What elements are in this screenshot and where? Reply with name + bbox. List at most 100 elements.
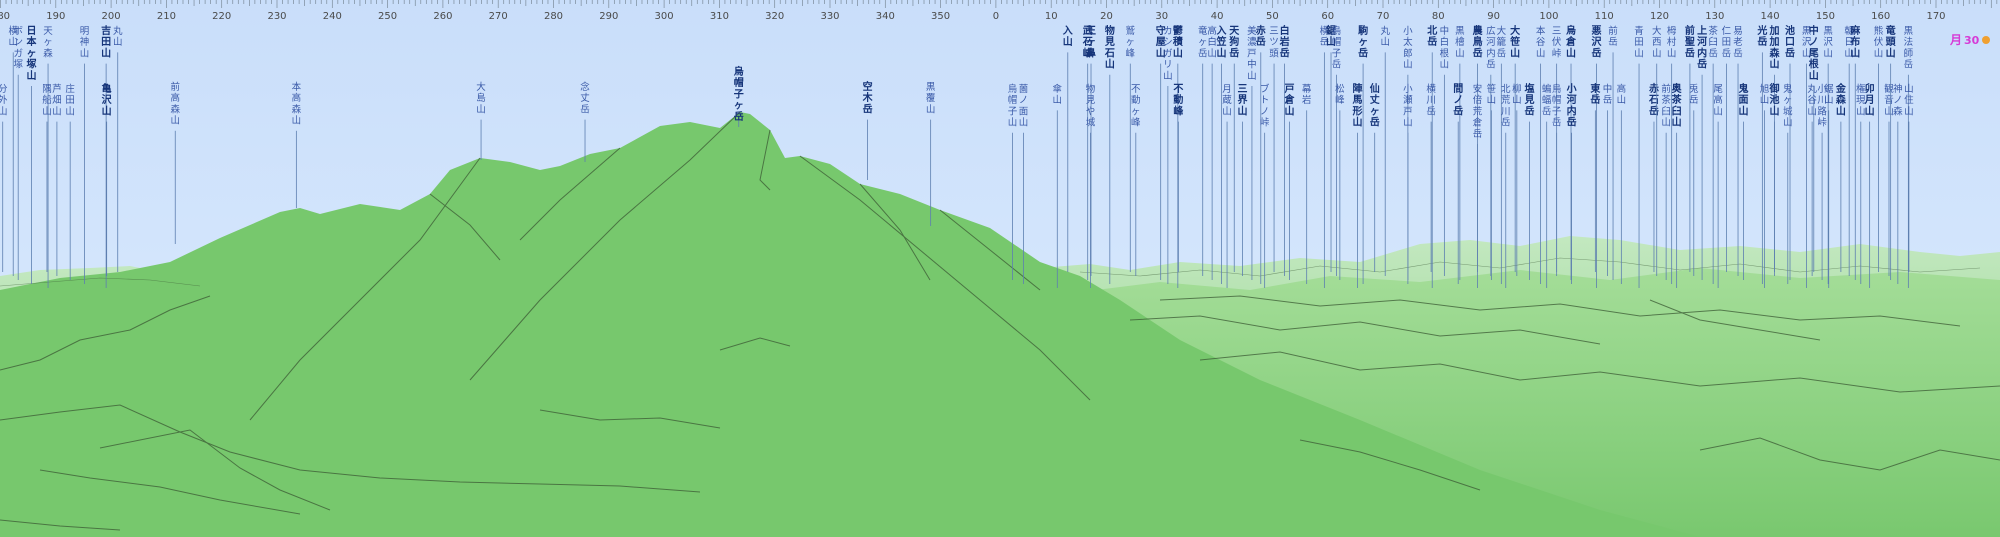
peak-label[interactable]: カシガリ山 (1163, 26, 1173, 284)
peak-label[interactable]: 間ノ岳 (1453, 83, 1463, 284)
peak-label[interactable]: 蝙蝠岳 (1542, 83, 1552, 288)
peak-label[interactable]: 横川岳 (1426, 83, 1436, 272)
peak-label[interactable]: 前聖岳 (1685, 24, 1695, 272)
peak-label[interactable]: 丸山 (1380, 25, 1390, 276)
peak-label[interactable]: 薗ノ面山 (1019, 83, 1029, 284)
peak-label[interactable]: 観音山 (1884, 83, 1894, 276)
peak-label[interactable]: 麻布山 (1849, 24, 1861, 280)
peak-label[interactable]: 権現山 (1856, 83, 1866, 284)
peak-label[interactable]: 広河内岳 (1486, 25, 1496, 276)
peak-label[interactable]: 竜ヶ岳 (1198, 25, 1208, 276)
peak-label[interactable]: 烏帽子岳 (1332, 25, 1342, 276)
peak-label[interactable]: 黒法師岳 (1904, 26, 1914, 288)
peak-label[interactable]: 鋸山 (1824, 83, 1834, 288)
peak-label[interactable]: 空木岳 (862, 80, 874, 180)
peak-label[interactable]: 傘山 (1053, 83, 1063, 288)
peak-label[interactable]: 兎岳 (1689, 84, 1699, 276)
peak-label[interactable]: 赤岳 (1256, 24, 1266, 284)
peak-label[interactable]: 三界山 (1238, 83, 1248, 276)
peak-label[interactable]: 駒ヶ岳 (1357, 24, 1368, 284)
peak-label[interactable]: 大籠岳 (1497, 25, 1507, 284)
peak-label[interactable]: 芦畑山 (52, 84, 62, 276)
peak-label[interactable]: 光岳 (1756, 24, 1767, 284)
peak-label[interactable]: 熊伏山 (1874, 25, 1884, 272)
peak-label[interactable]: 仁田岳 (1722, 25, 1732, 272)
peak-label[interactable]: 黒沢山 (1823, 26, 1833, 284)
peak-label[interactable]: 朝日山 (1844, 26, 1854, 276)
peak-label[interactable]: 高山 (1617, 83, 1627, 284)
peak-label[interactable]: 陣馬形山 (1353, 82, 1363, 288)
peak-label[interactable]: 農鳥岳 (1473, 24, 1484, 288)
peak-label[interactable]: 日本ヶ塚山 (26, 25, 37, 284)
peak-label[interactable]: 北岳 (1427, 24, 1437, 288)
peak-label[interactable]: 明神山 (80, 26, 90, 284)
peak-label[interactable]: 栂村山 (1667, 25, 1677, 284)
peak-label[interactable]: 仙丈ヶ岳 (1370, 82, 1380, 272)
peak-label[interactable]: 物見や城 (1086, 83, 1096, 288)
peak-label[interactable]: 天ヶ森 (43, 26, 53, 288)
peak-label[interactable]: 不動ヶ峰 (1131, 84, 1141, 276)
peak-label[interactable]: 奥茶臼山 (1671, 82, 1683, 288)
peak-label[interactable]: 青田山 (1634, 25, 1644, 288)
peak-label[interactable]: 物見石山 (1104, 24, 1115, 284)
peak-label[interactable]: 山住山 (1904, 84, 1914, 272)
peak-label[interactable]: 白岩岳 (1279, 24, 1290, 276)
peak-label[interactable]: 庄田山 (65, 83, 75, 280)
moon-marker[interactable]: 月 30 (1949, 33, 1990, 47)
peak-label[interactable]: 茶臼岳 (1708, 25, 1718, 284)
peak-label[interactable]: 黒沢山 (1802, 26, 1812, 288)
peak-label[interactable]: 易老岳 (1733, 26, 1743, 276)
peak-label[interactable]: 守屋山 (1156, 24, 1166, 280)
peak-label[interactable]: 丸山 (113, 25, 123, 272)
peak-label[interactable]: 竜頭山 (1886, 24, 1897, 280)
peak-label[interactable]: 松峰 (1335, 83, 1345, 280)
peak-label[interactable]: 赤石岳 (1648, 82, 1659, 272)
peak-label[interactable]: 御池山 (1769, 82, 1780, 276)
peak-label[interactable]: 笹山 (1487, 83, 1497, 280)
peak-label[interactable]: 鬼面山 (1739, 82, 1749, 280)
peak-label[interactable]: 中ノ尾根山 (1809, 24, 1819, 272)
peak-label[interactable]: ブトノ峠 (1260, 83, 1270, 288)
peak-label[interactable]: ボンガ塚 (13, 26, 23, 280)
peak-label[interactable]: 前高森山 (170, 81, 180, 244)
peak-label[interactable]: 王ヶ鼻 (1086, 25, 1096, 276)
peak-label[interactable]: 黒覆山 (926, 82, 936, 226)
peak-label[interactable]: 念丈岳 (580, 81, 590, 162)
peak-label[interactable]: 鋸山 (1326, 24, 1336, 272)
peak-label[interactable]: 美濃戸中山 (1247, 25, 1257, 280)
peak-label[interactable]: 鬼ヶ城山 (1783, 83, 1793, 284)
peak-label[interactable]: 鬱積山 (1172, 24, 1184, 288)
peak-label[interactable]: 鷲ヶ峰 (1126, 25, 1136, 272)
peak-label[interactable]: 烏帽子山 (1008, 83, 1018, 280)
peak-label[interactable]: 金森山 (1835, 82, 1847, 272)
peak-label[interactable]: 大島山 (476, 81, 486, 160)
peak-label[interactable]: 高白山 (1207, 25, 1217, 280)
peak-label[interactable]: 塩見岳 (1524, 82, 1535, 280)
peak-label[interactable]: 柳山 (1512, 83, 1522, 276)
peak-label[interactable]: 入笠山 (1216, 25, 1227, 284)
peak-label[interactable]: 本谷山 (1536, 25, 1546, 284)
peak-label[interactable]: 卯月山 (1864, 82, 1875, 288)
peak-label[interactable]: 月蔵山 (1222, 84, 1232, 288)
peak-label[interactable]: 天狗岳 (1229, 25, 1240, 272)
peak-label[interactable]: 烏帽子岳 (1552, 83, 1562, 276)
peak-label[interactable]: 小河内岳 (1566, 82, 1577, 284)
peak-label[interactable]: 旭山 (1760, 83, 1770, 288)
peak-label[interactable]: 隅船山 (42, 84, 52, 272)
peak-label[interactable]: 悪沢岳 (1591, 25, 1602, 288)
peak-label[interactable]: 神ノ森 (1893, 83, 1903, 284)
peak-label[interactable]: 中白根山 (1440, 25, 1450, 276)
peak-label[interactable]: 入山 (1063, 25, 1073, 272)
peak-label[interactable]: 小瀬戸山 (1403, 84, 1413, 284)
peak-label[interactable]: 烏倉山 (1565, 24, 1577, 280)
peak-label[interactable]: 上河内岳 (1697, 24, 1707, 280)
peak-label[interactable]: 池口岳 (1785, 24, 1795, 280)
peak-label[interactable]: 三ツ頭 (1269, 26, 1279, 272)
peak-label[interactable]: 本高森山 (292, 81, 302, 208)
peak-label[interactable]: 武石峰 (1082, 24, 1094, 280)
peak-label[interactable]: 吉田山 (101, 24, 111, 288)
peak-label[interactable]: 小川路峠 (1817, 84, 1827, 280)
peak-label[interactable]: 烏帽子ヶ岳 (734, 65, 744, 127)
peak-label[interactable]: 分外山 (0, 84, 8, 272)
